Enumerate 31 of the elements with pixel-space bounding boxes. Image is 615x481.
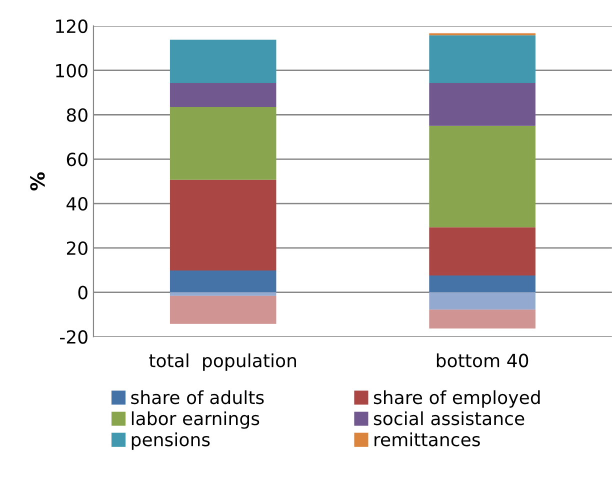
- bar: [170, 180, 276, 271]
- bar: [429, 83, 536, 126]
- y-axis-title: %: [30, 172, 45, 190]
- legend-label: share of adults: [131, 390, 264, 404]
- y-tick-label: 80: [66, 108, 88, 122]
- bar: [170, 106, 276, 180]
- legend-label: pensions: [132, 432, 210, 450]
- y-tick-label: 20: [66, 241, 88, 256]
- bar: [429, 126, 536, 228]
- bar: [170, 83, 276, 107]
- legend-label: social assistance: [374, 411, 524, 426]
- legend-label: remittances: [374, 432, 480, 446]
- bar: [429, 227, 536, 276]
- y-tick-label: 0: [78, 286, 88, 300]
- y-tick-label: 100: [56, 64, 88, 78]
- y-tick-label: -20: [60, 330, 88, 344]
- bar: [170, 40, 276, 84]
- bar: [170, 292, 276, 296]
- y-tick-label: 40: [66, 196, 88, 211]
- bar: [429, 275, 536, 292]
- x-tick-label: bottom 40: [436, 353, 528, 368]
- y-tick-label: 120: [56, 19, 88, 34]
- bar: [429, 292, 536, 310]
- bar: [170, 296, 276, 324]
- legend-label: share of employed: [374, 390, 540, 408]
- bar: [429, 310, 536, 328]
- bar: [170, 270, 276, 292]
- legend-label: labor earnings: [132, 411, 260, 429]
- y-tick-label: 60: [66, 152, 88, 166]
- x-tick-label: total population: [149, 353, 296, 371]
- bar: [429, 35, 536, 84]
